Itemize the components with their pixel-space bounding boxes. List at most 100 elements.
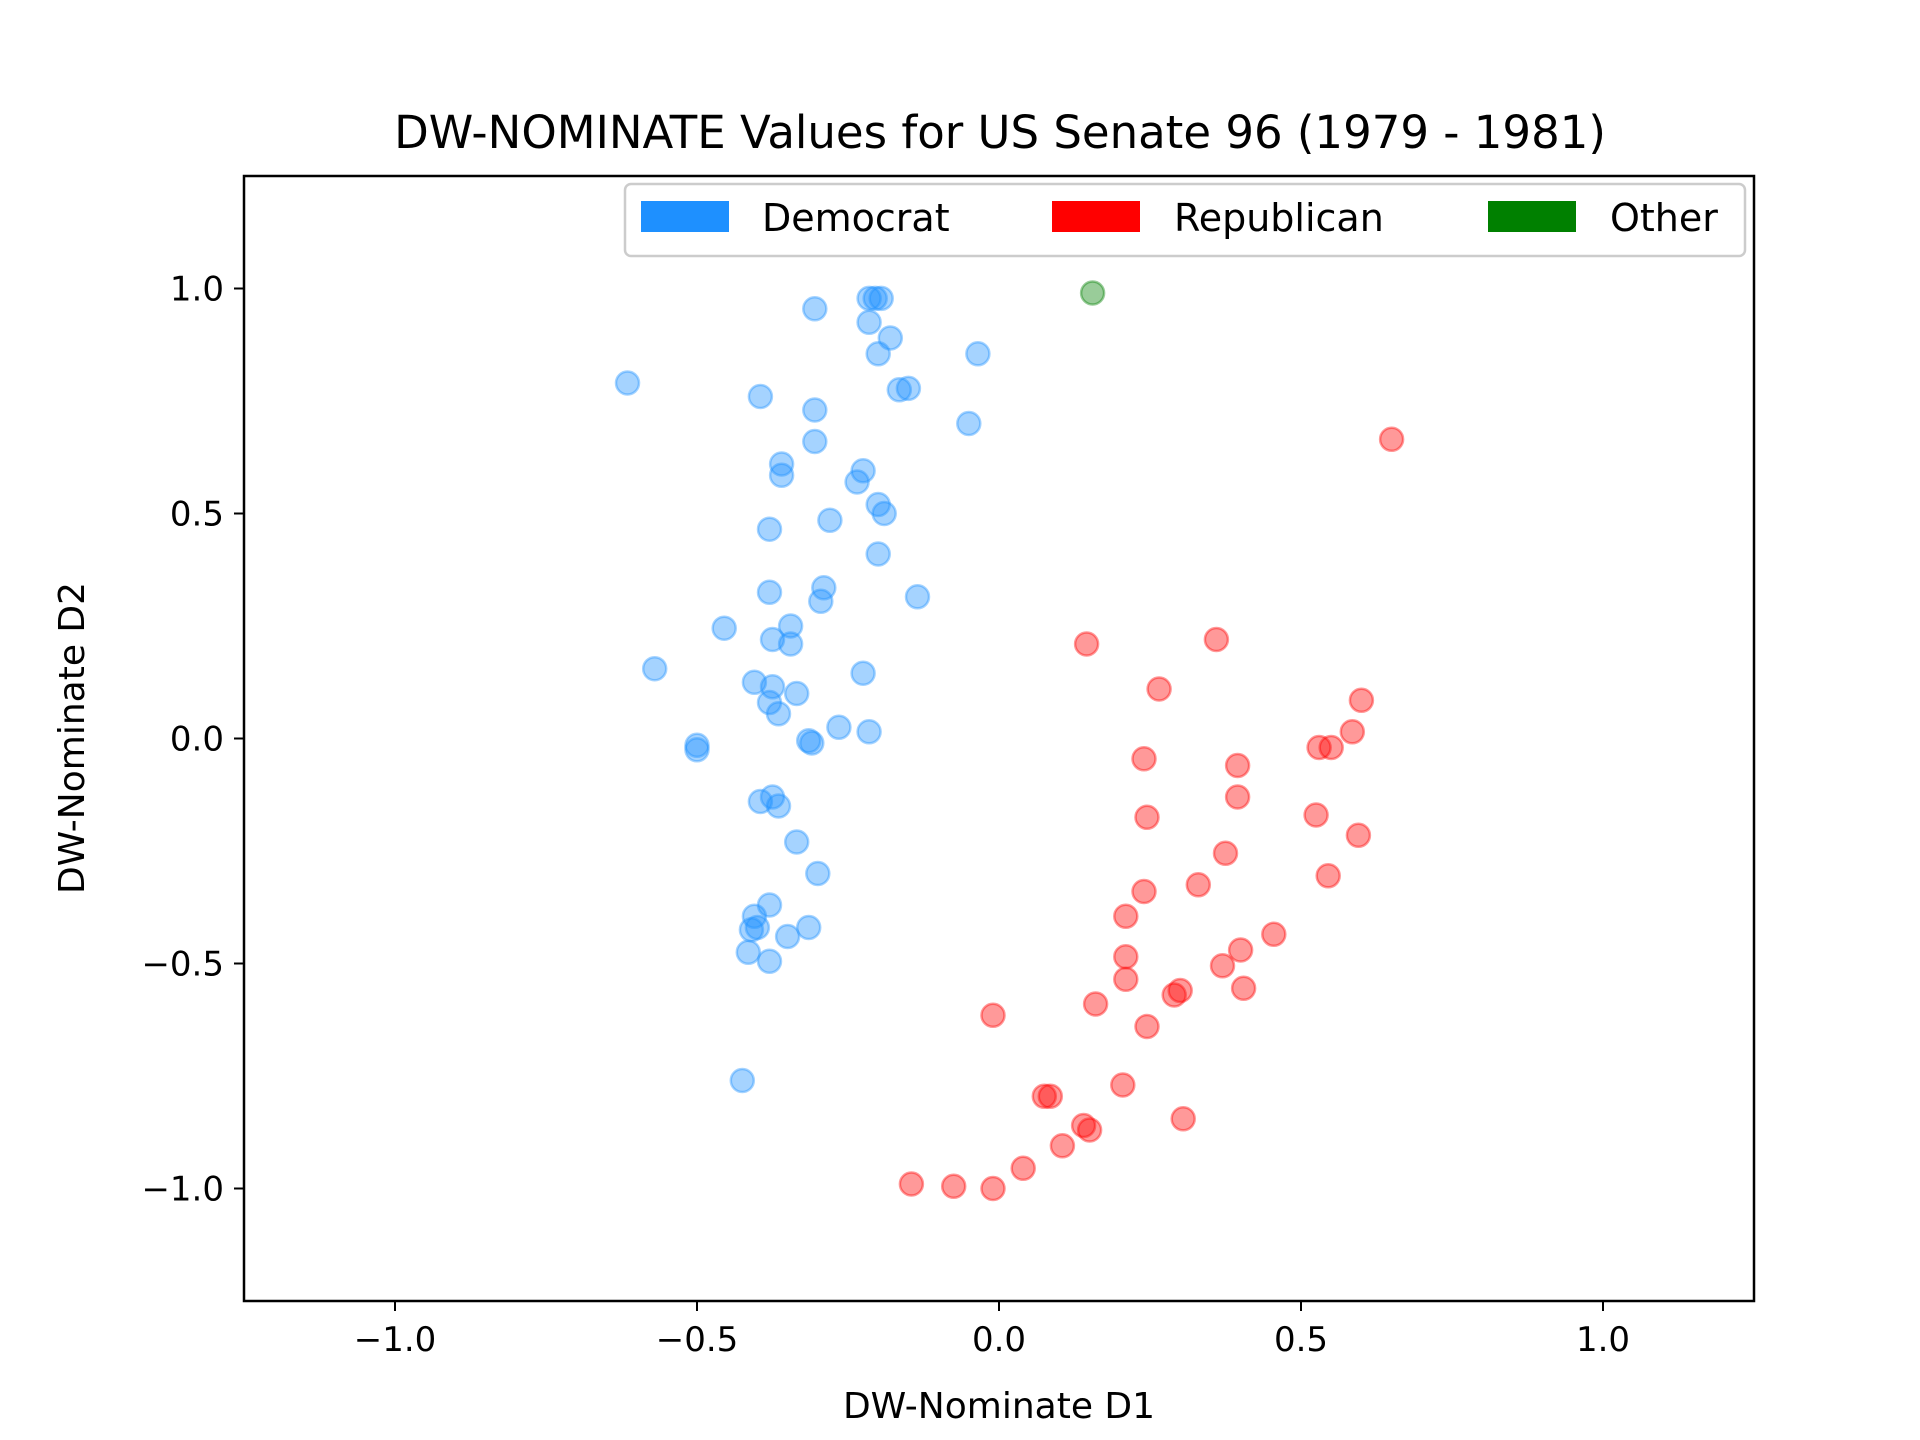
y-tick-label: −1.0: [141, 1170, 224, 1210]
legend-label-democrat: Democrat: [762, 196, 950, 240]
point-democrat-39: [826, 714, 852, 741]
point-republican-32: [1037, 1083, 1064, 1110]
point-republican-9: [1224, 752, 1251, 779]
y-tick-label: 1.0: [170, 270, 224, 310]
point-republican-10: [1224, 784, 1251, 810]
point-republican-20: [1227, 937, 1254, 963]
legend-swatch-other: [1488, 201, 1576, 232]
point-democrat-1: [856, 285, 882, 312]
point-republican-27: [1082, 991, 1109, 1017]
point-democrat-50: [756, 892, 783, 918]
point-democrat-27: [904, 584, 931, 610]
legend-label-republican: Republican: [1174, 196, 1384, 240]
point-democrat-10: [886, 377, 913, 403]
point-democrat-20: [871, 500, 897, 527]
point-republican-37: [1010, 1155, 1036, 1182]
x-tick-label: 1.0: [1576, 1320, 1630, 1360]
point-republican-34: [1070, 1112, 1097, 1139]
legend-swatch-republican: [1052, 201, 1140, 232]
point-republican-21: [1209, 953, 1236, 979]
y-axis: −1.0 −0.5 0.0 0.5 1.0: [141, 270, 244, 1210]
y-tick-label: 0.5: [170, 495, 224, 535]
point-democrat-54: [774, 923, 801, 950]
point-democrat-56: [735, 939, 762, 966]
point-democrat-4: [856, 309, 882, 336]
point-republican-14: [1212, 840, 1239, 867]
point-republican-28: [980, 1002, 1006, 1029]
point-republican-4: [1348, 687, 1375, 714]
point-democrat-17: [850, 458, 876, 484]
point-democrat-18: [844, 469, 870, 495]
x-tick-label: −1.0: [354, 1320, 437, 1360]
point-republican-26: [1230, 975, 1257, 1002]
point-republican-2: [1203, 626, 1230, 653]
point-republican-24: [1167, 977, 1193, 1004]
point-democrat-45: [747, 788, 774, 815]
point-democrat-21: [817, 507, 843, 534]
point-republican-6: [1306, 734, 1332, 761]
point-democrat-58: [729, 1067, 756, 1094]
point-democrat-41: [795, 727, 822, 754]
legend: Democrat Republican Other: [623, 182, 1747, 258]
point-republican-36: [1049, 1133, 1076, 1159]
point-democrat-31: [777, 631, 804, 657]
point-democrat-30: [759, 626, 786, 653]
point-republican-33: [1170, 1106, 1196, 1132]
point-democrat-51: [741, 903, 768, 930]
point-republican-18: [1113, 903, 1139, 930]
point-democrat-5: [877, 325, 904, 351]
y-axis-label: DW-Nominate D2: [52, 582, 93, 894]
point-democrat-22: [756, 516, 783, 542]
point-democrat-28: [711, 615, 737, 641]
point-republican-17: [1131, 878, 1157, 905]
point-democrat-7: [965, 341, 991, 367]
x-tick-label: 0.0: [972, 1320, 1026, 1360]
point-democrat-55: [795, 914, 822, 941]
point-democrat-52: [744, 914, 771, 941]
point-democrat-23: [865, 541, 891, 567]
point-democrat-6: [865, 341, 891, 367]
point-democrat-36: [783, 680, 810, 707]
point-democrat-8: [614, 370, 641, 396]
y-tick-label: −0.5: [141, 945, 224, 985]
point-democrat-57: [756, 948, 783, 975]
point-republican-39: [940, 1173, 967, 1200]
x-tick-label: −0.5: [656, 1320, 739, 1360]
point-republican-12: [1345, 822, 1372, 849]
point-democrat-35: [759, 674, 786, 700]
legend-frame: [623, 182, 1747, 258]
point-democrat-40: [856, 719, 882, 745]
point-republican-23: [1113, 966, 1139, 993]
point-republican-35: [1076, 1117, 1103, 1143]
point-democrat-43: [684, 732, 710, 759]
point-republican-5: [1339, 719, 1366, 745]
point-republican-25: [1161, 982, 1187, 1008]
point-democrat-34: [741, 669, 768, 696]
point-democrat-47: [765, 793, 792, 819]
point-democrat-37: [756, 689, 783, 716]
point-democrat-0: [802, 296, 828, 322]
point-democrat-42: [799, 730, 825, 756]
point-republican-1: [1073, 631, 1100, 657]
point-democrat-44: [684, 737, 710, 763]
point-republican-38: [898, 1171, 925, 1197]
point-other-0: [1079, 280, 1106, 306]
point-democrat-9: [747, 383, 774, 410]
point-democrat-15: [768, 451, 795, 477]
point-democrat-46: [759, 784, 786, 810]
point-democrat-13: [956, 410, 982, 437]
point-democrat-32: [641, 655, 668, 682]
point-democrat-11: [895, 375, 922, 402]
x-tick-label: 0.5: [1274, 1320, 1328, 1360]
point-republican-13: [1134, 804, 1160, 831]
x-axis-label: DW-Nominate D1: [843, 1386, 1155, 1427]
point-republican-0: [1378, 426, 1405, 453]
point-democrat-33: [850, 660, 876, 686]
point-republican-31: [1031, 1083, 1058, 1110]
point-republican-30: [1110, 1072, 1136, 1098]
point-democrat-19: [865, 491, 891, 518]
point-democrat-16: [768, 462, 795, 489]
point-democrat-24: [756, 579, 783, 606]
point-republican-15: [1315, 863, 1341, 889]
